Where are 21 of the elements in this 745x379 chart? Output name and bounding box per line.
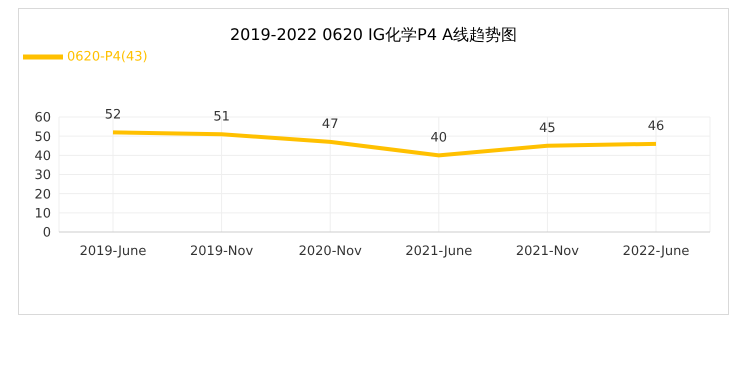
chart-title: 2019-2022 0620 IG化学P4 A线趋势图: [228, 25, 518, 46]
y-tick-label: 50: [34, 130, 51, 145]
data-label: 40: [430, 130, 448, 146]
data-label: 45: [539, 120, 556, 136]
y-tick-label: 0: [42, 226, 51, 241]
x-tick-label: 2019-Nov: [190, 244, 254, 260]
y-tick-label: 60: [34, 110, 51, 126]
data-label: 47: [322, 116, 338, 132]
data-label: 51: [213, 109, 230, 124]
y-tick-label: 30: [34, 168, 51, 184]
x-tick-label: 2020-Nov: [298, 244, 362, 260]
legend-label: 0620-P4(43): [67, 50, 148, 65]
y-tick-label: 10: [34, 206, 51, 222]
y-tick-label: 40: [34, 148, 51, 164]
x-tick-label: 2022-June: [622, 244, 690, 260]
x-tick-label: 2021-Nov: [516, 244, 580, 260]
data-label: 46: [648, 118, 664, 134]
y-tick-label: 20: [34, 187, 51, 202]
x-tick-label: 2019-June: [80, 244, 146, 260]
x-tick-label: 2021-June: [405, 244, 472, 260]
data-label: 52: [104, 107, 122, 122]
